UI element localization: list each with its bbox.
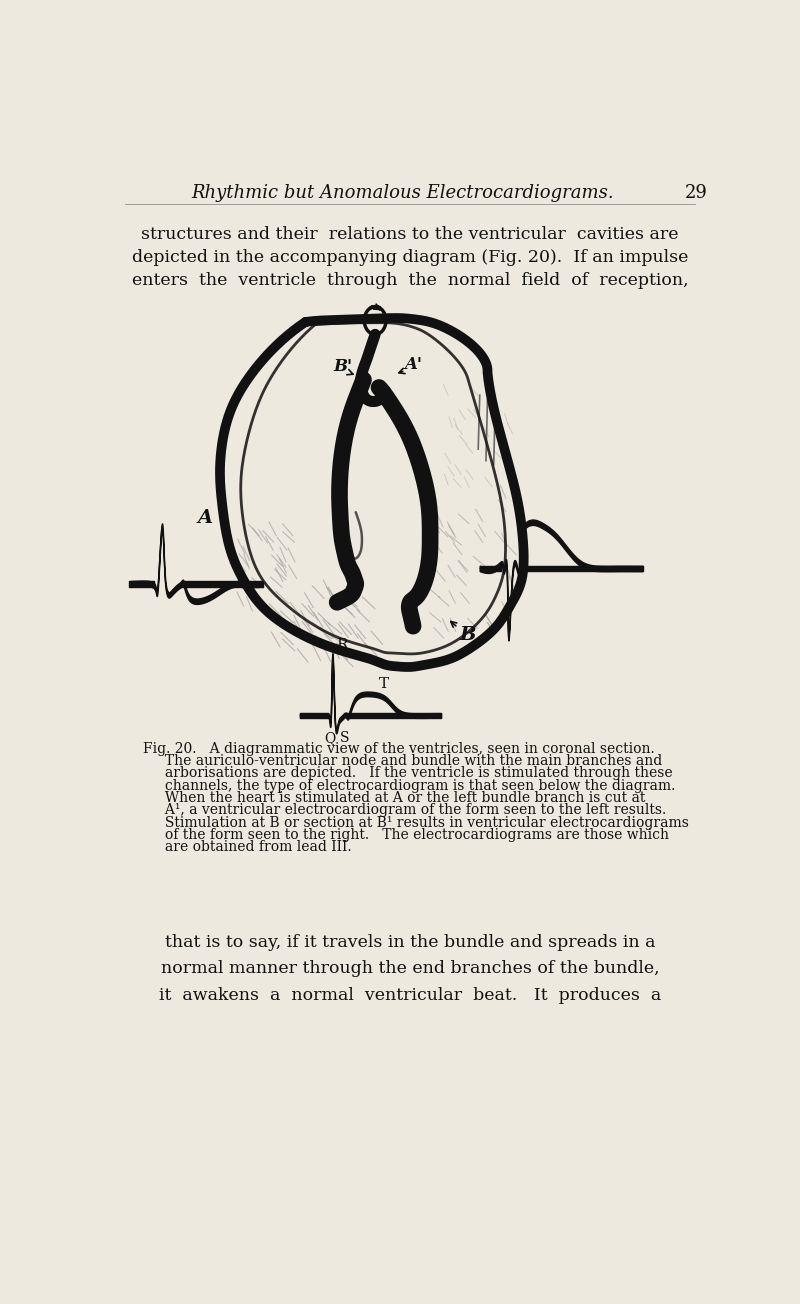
Text: B': B': [333, 359, 352, 376]
Text: enters  the  ventricle  through  the  normal  field  of  reception,: enters the ventricle through the normal …: [132, 273, 688, 289]
Text: Rhythmic but Anomalous Electrocardiograms.: Rhythmic but Anomalous Electrocardiogram…: [191, 184, 614, 202]
Text: Fig. 20.   A diagrammatic view of the ventricles, seen in coronal section.: Fig. 20. A diagrammatic view of the vent…: [142, 742, 654, 756]
Text: A¹, a ventricular electrocardiogram of the form seen to the left results.: A¹, a ventricular electrocardiogram of t…: [142, 803, 666, 818]
Text: that is to say, if it travels in the bundle and spreads in a: that is to say, if it travels in the bun…: [165, 934, 655, 951]
Text: normal manner through the end branches of the bundle,: normal manner through the end branches o…: [161, 960, 659, 978]
Text: Stimulation at B or section at B¹ results in ventricular electrocardiograms: Stimulation at B or section at B¹ result…: [142, 815, 689, 829]
Text: channels, the type of electrocardiogram is that seen below the diagram.: channels, the type of electrocardiogram …: [142, 778, 675, 793]
Text: are obtained from lead III.: are obtained from lead III.: [142, 840, 351, 854]
Text: R: R: [336, 639, 348, 652]
Text: When the heart is stimulated at A or the left bundle branch is cut at: When the heart is stimulated at A or the…: [142, 792, 645, 805]
Text: B: B: [460, 626, 476, 644]
Text: Q: Q: [324, 732, 335, 745]
Text: of the form seen to the right.   The electrocardiograms are those which: of the form seen to the right. The elect…: [142, 828, 669, 842]
Text: depicted in the accompanying diagram (Fig. 20).  If an impulse: depicted in the accompanying diagram (Fi…: [132, 249, 688, 266]
Text: T: T: [379, 677, 390, 691]
Text: The auriculo-ventricular node and bundle with the main branches and: The auriculo-ventricular node and bundle…: [142, 754, 662, 768]
Text: it  awakens  a  normal  ventricular  beat.   It  produces  a: it awakens a normal ventricular beat. It…: [159, 987, 661, 1004]
Text: A: A: [197, 510, 212, 527]
Text: S: S: [340, 732, 350, 745]
Polygon shape: [220, 318, 524, 668]
Text: arborisations are depicted.   If the ventricle is stimulated through these: arborisations are depicted. If the ventr…: [142, 767, 672, 780]
Text: structures and their  relations to the ventricular  cavities are: structures and their relations to the ve…: [142, 226, 678, 243]
Polygon shape: [241, 322, 506, 653]
Text: 29: 29: [685, 184, 708, 202]
Text: A': A': [404, 356, 422, 373]
